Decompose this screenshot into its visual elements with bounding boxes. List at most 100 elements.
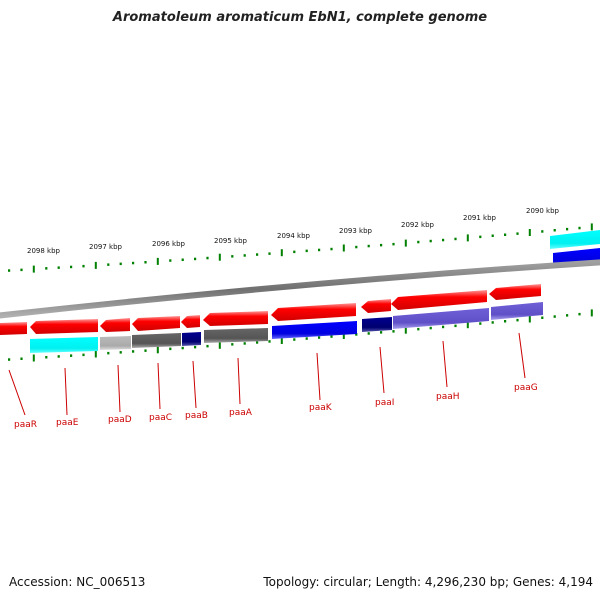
leader-line — [192, 360, 197, 409]
minor-tick — [417, 240, 420, 244]
gene-label[interactable]: paaH — [436, 392, 460, 402]
minor-tick — [20, 357, 23, 360]
minor-tick — [243, 342, 246, 345]
function-block — [30, 337, 98, 353]
gene-label[interactable]: paaB — [185, 411, 208, 421]
minor-tick — [169, 259, 172, 262]
minor-tick — [553, 315, 556, 318]
cds-arrow — [30, 319, 98, 334]
gene-label[interactable]: paaA — [229, 408, 253, 418]
minor-tick — [45, 267, 48, 270]
major-tick — [32, 354, 35, 362]
major-tick — [218, 253, 221, 261]
major-tick — [404, 239, 407, 247]
minor-tick — [491, 321, 494, 324]
major-tick — [466, 321, 469, 329]
cds-arrow — [132, 316, 180, 331]
major-tick — [590, 223, 593, 231]
cds-arrow — [181, 315, 200, 328]
cds-arrow — [203, 311, 268, 326]
function-block — [362, 317, 392, 332]
scale-label: 2097 kbp — [89, 243, 123, 251]
gene-label[interactable]: paaG — [514, 383, 538, 393]
minor-tick — [429, 239, 432, 243]
function-track — [30, 302, 543, 353]
minor-tick — [318, 248, 321, 252]
gene-label[interactable]: paaE — [56, 418, 79, 428]
minor-tick — [454, 237, 457, 241]
minor-tick — [132, 350, 135, 353]
minor-tick — [119, 351, 122, 354]
gene-label[interactable]: paaR — [14, 420, 37, 430]
minor-tick — [566, 314, 569, 317]
minor-tick — [355, 333, 358, 336]
minor-tick — [256, 253, 259, 256]
major-tick — [32, 265, 35, 273]
cds-arrow — [361, 299, 391, 313]
leader-line — [316, 352, 321, 401]
cds-arrow — [0, 322, 27, 335]
leader-line — [379, 346, 385, 394]
minor-tick — [355, 245, 358, 249]
major-tick — [528, 315, 531, 323]
minor-tick — [256, 341, 259, 344]
minor-tick — [231, 343, 234, 346]
minor-tick — [516, 232, 519, 235]
minor-tick — [70, 354, 73, 357]
minor-tick — [578, 312, 581, 316]
minor-tick — [330, 247, 333, 251]
gene-label[interactable]: paaD — [108, 415, 132, 425]
minor-tick — [392, 242, 395, 246]
genome-summary-text: Topology: circular; Length: 4,296,230 bp… — [263, 575, 593, 589]
major-tick — [280, 249, 283, 257]
minor-tick — [181, 346, 184, 350]
minor-tick — [206, 256, 209, 260]
minor-tick — [144, 261, 147, 264]
major-tick — [590, 309, 593, 317]
function-block — [100, 336, 131, 350]
minor-tick — [479, 235, 482, 239]
minor-tick — [516, 318, 519, 322]
function-block — [182, 332, 201, 346]
leader-line — [237, 357, 241, 405]
function-block — [204, 328, 268, 343]
minor-tick — [243, 254, 246, 257]
minor-tick — [330, 335, 333, 338]
leader-line — [518, 332, 526, 379]
minor-tick — [8, 358, 11, 361]
minor-tick — [305, 337, 308, 340]
minor-tick — [57, 266, 60, 269]
minor-tick — [132, 261, 135, 265]
minor-tick — [479, 322, 482, 325]
major-tick — [280, 337, 283, 344]
function-block — [491, 302, 543, 320]
function-block — [393, 308, 489, 329]
minor-tick — [181, 258, 184, 261]
gene-labels: paaR paaE paaD paaC paaB paaA paaK paaI … — [14, 383, 538, 430]
gene-label[interactable]: paaI — [375, 398, 394, 408]
minor-tick — [392, 330, 395, 333]
minor-tick — [566, 227, 569, 231]
minor-tick — [268, 252, 271, 255]
minor-tick — [169, 347, 172, 351]
cds-arrow — [100, 318, 130, 332]
major-tick — [528, 229, 531, 236]
minor-tick — [491, 234, 494, 237]
lower-tick-row — [8, 309, 593, 362]
minor-tick — [553, 229, 556, 232]
minor-tick — [454, 324, 457, 328]
minor-tick — [194, 345, 197, 349]
minor-tick — [380, 243, 383, 247]
minor-tick — [194, 257, 197, 261]
scale-label: 2090 kbp — [526, 207, 560, 215]
cds-arrow — [489, 284, 541, 300]
minor-tick — [442, 325, 445, 329]
minor-tick — [144, 349, 147, 352]
genome-backbone — [0, 259, 600, 319]
gene-label[interactable]: paaK — [309, 403, 333, 413]
function-block — [272, 321, 357, 339]
gene-label[interactable]: paaC — [149, 413, 172, 423]
minor-tick — [119, 262, 122, 266]
minor-tick — [293, 338, 296, 341]
